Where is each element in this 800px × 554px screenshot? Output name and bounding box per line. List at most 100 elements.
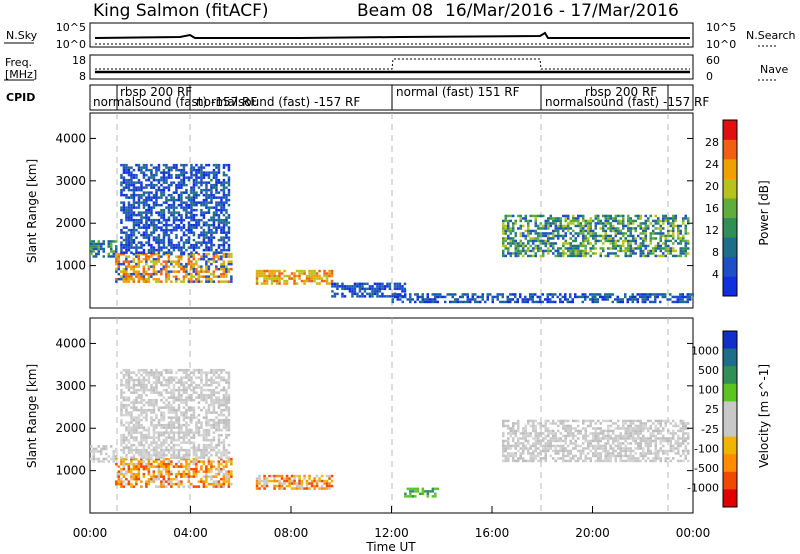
echo-cell bbox=[642, 449, 645, 453]
echo-cell bbox=[534, 217, 537, 220]
echo-cell bbox=[185, 373, 188, 377]
echo-cell bbox=[145, 373, 148, 377]
echo-cell bbox=[577, 249, 580, 253]
echo-cell bbox=[182, 206, 186, 209]
echo-cell bbox=[429, 298, 432, 301]
echo-cell bbox=[517, 422, 520, 425]
echo-cell bbox=[145, 198, 148, 202]
echo-cell bbox=[172, 201, 176, 204]
echo-cell bbox=[373, 287, 377, 291]
echo-cell bbox=[212, 163, 216, 167]
echo-cell bbox=[172, 166, 176, 169]
echo-cell bbox=[157, 472, 161, 476]
echo-cell bbox=[587, 232, 590, 235]
echo-cell bbox=[587, 424, 590, 428]
echo-cell bbox=[205, 475, 208, 478]
echo-cell bbox=[629, 298, 632, 301]
echo-cell bbox=[263, 274, 266, 278]
echo-cell bbox=[120, 411, 123, 414]
echo-cell bbox=[130, 213, 133, 217]
echo-cell bbox=[210, 465, 213, 468]
echo-cell bbox=[546, 300, 549, 304]
echo-cell bbox=[569, 295, 572, 299]
echo-cell bbox=[504, 300, 507, 304]
echo-cell bbox=[577, 254, 580, 258]
echo-cell bbox=[205, 371, 208, 374]
echo-cell bbox=[155, 257, 158, 261]
echo-cell bbox=[579, 224, 582, 228]
echo-cell bbox=[95, 245, 98, 248]
echo-cell bbox=[509, 242, 512, 245]
echo-cell bbox=[202, 201, 206, 204]
echo-cell bbox=[222, 272, 226, 276]
echo-cell bbox=[167, 251, 171, 254]
echo-cell bbox=[572, 239, 575, 243]
echo-cell bbox=[190, 198, 193, 202]
echo-cell bbox=[597, 442, 600, 445]
echo-cell bbox=[157, 443, 161, 447]
echo-cell bbox=[125, 171, 128, 174]
echo-cell bbox=[125, 421, 128, 424]
echo-cell bbox=[185, 456, 188, 459]
echo-cell bbox=[597, 239, 600, 243]
echo-cell bbox=[167, 233, 171, 237]
echo-cell bbox=[584, 254, 587, 258]
echo-cell bbox=[175, 168, 178, 172]
echo-cell bbox=[145, 262, 148, 266]
echo-cell bbox=[207, 431, 211, 434]
echo-cell bbox=[195, 280, 198, 283]
echo-cell bbox=[631, 295, 634, 299]
echo-cell bbox=[120, 470, 123, 473]
echo-cell bbox=[639, 237, 642, 240]
echo-cell bbox=[371, 290, 374, 293]
echo-cell bbox=[222, 396, 226, 399]
echo-cell bbox=[672, 242, 675, 245]
echo-cell bbox=[527, 432, 530, 435]
echo-cell bbox=[398, 285, 402, 288]
echo-cell bbox=[197, 448, 201, 452]
echo-cell bbox=[150, 386, 153, 389]
echo-cell bbox=[597, 444, 600, 448]
echo-cell bbox=[132, 238, 136, 242]
echo-cell bbox=[152, 267, 156, 271]
echo-cell bbox=[197, 431, 201, 434]
echo-cell bbox=[582, 227, 585, 230]
echo-cell bbox=[147, 183, 151, 187]
echo-cell bbox=[642, 427, 645, 430]
echo-cell bbox=[629, 249, 632, 253]
echo-cell bbox=[200, 451, 203, 454]
echo-cell bbox=[177, 456, 181, 459]
echo-cell bbox=[456, 300, 459, 304]
echo-cell bbox=[195, 396, 198, 399]
echo-cell bbox=[212, 423, 216, 427]
echo-cell bbox=[662, 217, 665, 220]
echo-cell bbox=[175, 183, 178, 187]
echo-cell bbox=[288, 479, 291, 483]
echo-cell bbox=[587, 419, 590, 423]
echo-cell bbox=[185, 188, 188, 192]
echo-cell bbox=[542, 439, 545, 443]
echo-cell bbox=[152, 196, 156, 199]
echo-cell bbox=[160, 482, 163, 486]
echo-cell bbox=[592, 437, 595, 440]
echo-cell bbox=[130, 166, 133, 169]
echo-cell bbox=[152, 428, 156, 432]
echo-cell bbox=[140, 211, 143, 214]
echo-cell bbox=[162, 265, 166, 268]
echo-cell bbox=[642, 434, 645, 438]
echo-cell bbox=[622, 227, 625, 230]
echo-cell bbox=[215, 482, 218, 486]
echo-cell bbox=[205, 203, 208, 207]
echo-cell bbox=[624, 419, 627, 423]
echo-cell bbox=[222, 441, 226, 444]
echo-cell bbox=[177, 448, 181, 452]
echo-cell bbox=[677, 224, 680, 228]
echo-cell bbox=[421, 295, 424, 299]
echo-cell bbox=[130, 472, 133, 476]
echo-cell bbox=[135, 396, 138, 399]
echo-cell bbox=[584, 447, 587, 450]
echo-cell bbox=[167, 371, 171, 374]
echo-cell bbox=[137, 441, 141, 444]
echo-cell bbox=[599, 254, 602, 258]
echo-cell bbox=[175, 381, 178, 384]
